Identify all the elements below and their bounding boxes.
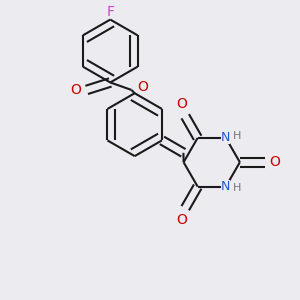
Text: H: H (232, 183, 241, 193)
Text: O: O (70, 83, 81, 97)
Text: N: N (221, 180, 230, 193)
Text: F: F (106, 4, 114, 19)
Text: O: O (270, 155, 280, 169)
Text: H: H (232, 131, 241, 141)
Text: O: O (176, 97, 188, 111)
Text: N: N (221, 131, 230, 144)
Text: O: O (176, 213, 188, 227)
Text: O: O (137, 80, 148, 94)
